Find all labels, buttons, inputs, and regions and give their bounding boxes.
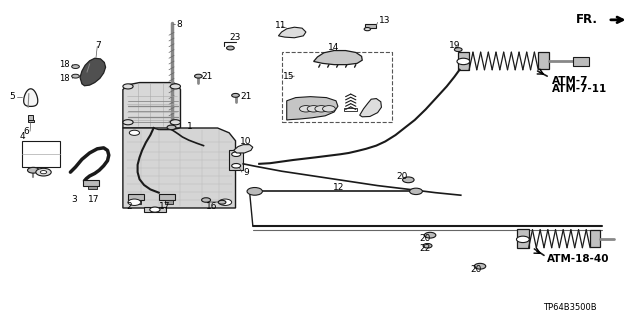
Circle shape — [128, 199, 141, 205]
Text: 19: 19 — [449, 41, 461, 50]
Polygon shape — [287, 97, 338, 120]
Bar — [538, 52, 549, 69]
Circle shape — [170, 84, 180, 89]
Circle shape — [150, 207, 160, 212]
Text: 23: 23 — [229, 33, 241, 42]
Circle shape — [167, 125, 176, 130]
Circle shape — [307, 106, 320, 112]
Circle shape — [195, 74, 202, 78]
Bar — [28, 115, 33, 120]
Text: 15: 15 — [283, 72, 294, 81]
Bar — [83, 180, 99, 186]
Bar — [133, 200, 141, 204]
Text: 20: 20 — [397, 172, 408, 180]
Polygon shape — [234, 145, 253, 153]
Circle shape — [232, 93, 239, 97]
Bar — [458, 52, 469, 70]
Bar — [229, 150, 243, 170]
Text: FR.: FR. — [576, 13, 598, 26]
Text: 8: 8 — [176, 20, 182, 28]
Bar — [165, 200, 173, 204]
Polygon shape — [24, 89, 38, 106]
Text: 1: 1 — [187, 122, 193, 131]
Circle shape — [410, 188, 422, 195]
Text: 18: 18 — [59, 74, 70, 83]
Circle shape — [247, 188, 262, 195]
Circle shape — [454, 48, 462, 52]
Bar — [28, 120, 34, 122]
Bar — [22, 141, 60, 167]
Text: 10: 10 — [240, 137, 252, 146]
Circle shape — [129, 130, 140, 135]
Circle shape — [202, 198, 211, 202]
Circle shape — [474, 263, 486, 269]
Text: 3: 3 — [72, 195, 77, 204]
Circle shape — [300, 106, 312, 112]
Text: ATM-7: ATM-7 — [552, 76, 588, 86]
Circle shape — [36, 168, 51, 176]
Circle shape — [423, 244, 432, 248]
Circle shape — [424, 232, 436, 238]
Bar — [159, 194, 175, 200]
Polygon shape — [123, 83, 180, 128]
Text: 18: 18 — [59, 60, 70, 68]
Text: 16: 16 — [206, 202, 218, 211]
Circle shape — [40, 171, 47, 174]
Circle shape — [227, 46, 234, 50]
Polygon shape — [123, 128, 236, 208]
Circle shape — [123, 84, 133, 89]
Circle shape — [403, 177, 414, 183]
Polygon shape — [278, 27, 306, 38]
Text: 20: 20 — [470, 265, 482, 274]
Text: ATM-7-11: ATM-7-11 — [552, 84, 607, 94]
Text: 12: 12 — [333, 183, 344, 192]
Text: 2: 2 — [127, 202, 132, 211]
Circle shape — [516, 236, 529, 243]
Circle shape — [323, 106, 335, 112]
Circle shape — [218, 200, 226, 204]
Text: 6: 6 — [23, 127, 29, 136]
Circle shape — [123, 120, 133, 125]
Bar — [365, 24, 376, 28]
Bar — [88, 186, 97, 189]
Circle shape — [457, 58, 470, 65]
Bar — [590, 230, 600, 247]
Text: 13: 13 — [379, 16, 390, 25]
Text: 9: 9 — [243, 168, 249, 177]
Bar — [144, 207, 166, 212]
Text: 21: 21 — [240, 92, 252, 100]
Text: TP64B3500B: TP64B3500B — [543, 303, 596, 312]
Polygon shape — [360, 99, 381, 117]
Text: 21: 21 — [202, 72, 213, 81]
Circle shape — [28, 167, 39, 173]
Bar — [344, 108, 357, 111]
Text: 22: 22 — [419, 244, 431, 253]
Bar — [128, 194, 144, 200]
Circle shape — [219, 199, 232, 205]
Text: ATM-18-40: ATM-18-40 — [547, 253, 610, 264]
Circle shape — [315, 106, 328, 112]
Text: 17: 17 — [88, 195, 100, 204]
Polygon shape — [80, 58, 106, 86]
Circle shape — [232, 152, 241, 156]
Text: 20: 20 — [419, 234, 431, 243]
Bar — [573, 57, 589, 66]
Text: 11: 11 — [275, 21, 287, 30]
Polygon shape — [314, 51, 362, 65]
Circle shape — [364, 28, 371, 31]
Bar — [282, 52, 392, 122]
Text: 5: 5 — [9, 92, 15, 101]
Text: 7: 7 — [95, 41, 100, 50]
Text: 17: 17 — [159, 202, 170, 211]
Text: 14: 14 — [328, 43, 340, 52]
Circle shape — [170, 120, 180, 125]
Circle shape — [72, 74, 79, 78]
Circle shape — [72, 65, 79, 68]
Bar — [517, 229, 529, 248]
Circle shape — [232, 164, 241, 168]
Text: 4: 4 — [19, 132, 25, 141]
